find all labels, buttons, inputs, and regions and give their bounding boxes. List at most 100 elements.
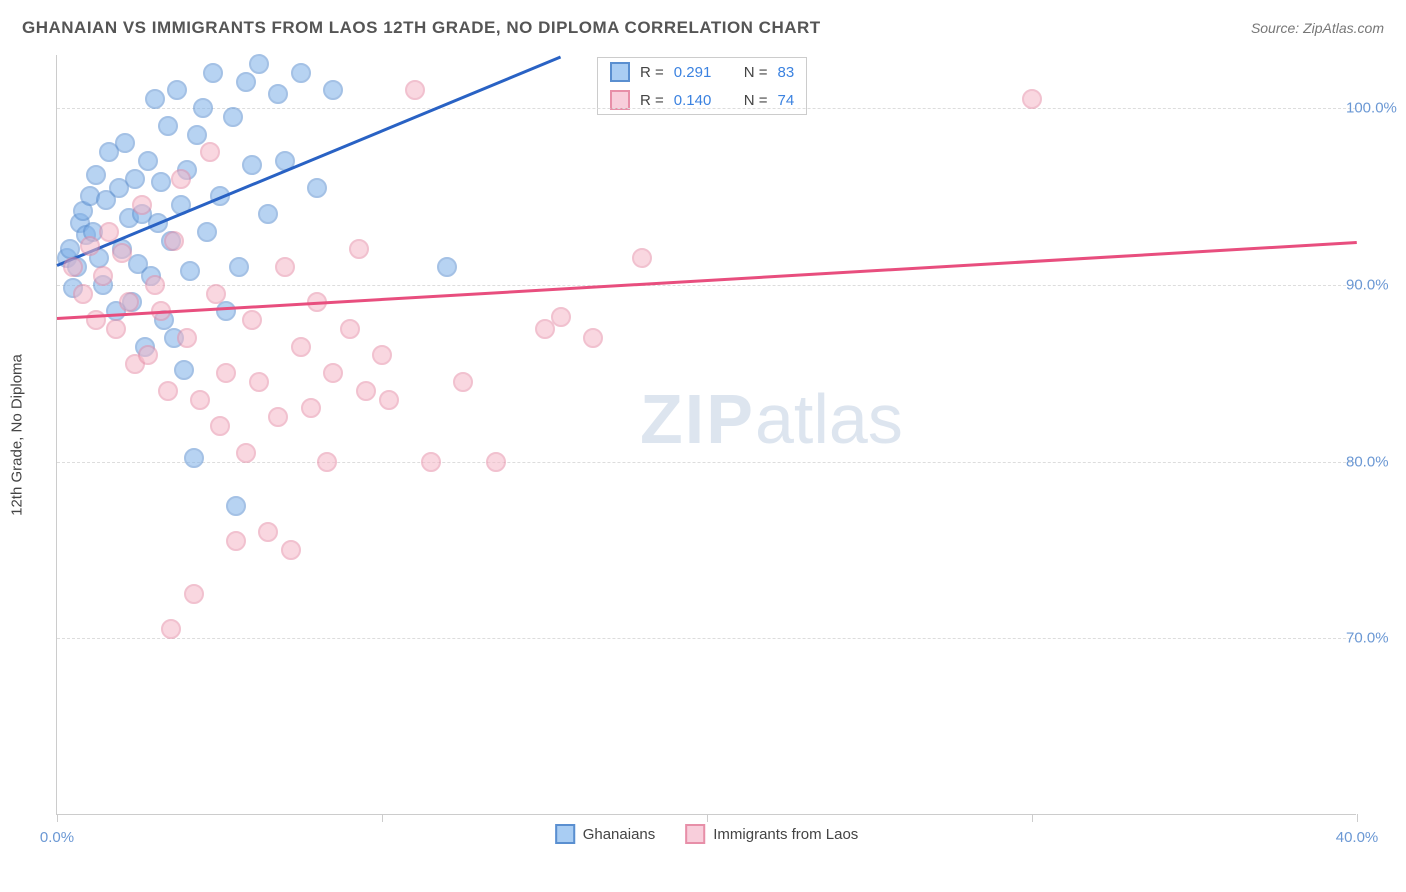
data-point — [291, 63, 311, 83]
r-label: R = — [640, 64, 664, 81]
gridline — [57, 638, 1356, 639]
data-point — [340, 319, 360, 339]
data-point — [73, 284, 93, 304]
legend-label: Immigrants from Laos — [713, 826, 858, 843]
data-point — [301, 398, 321, 418]
n-value: 83 — [778, 64, 795, 81]
correlation-info-box: R =0.291N =83R =0.140N =74 — [597, 57, 807, 115]
data-point — [242, 310, 262, 330]
data-point — [184, 448, 204, 468]
data-point — [242, 155, 262, 175]
data-point — [167, 80, 187, 100]
data-point — [583, 328, 603, 348]
data-point — [138, 151, 158, 171]
data-point — [210, 416, 230, 436]
data-point — [226, 531, 246, 551]
data-point — [268, 407, 288, 427]
data-point — [190, 390, 210, 410]
info-row: R = 0.291 N = 83 — [598, 58, 806, 86]
data-point — [236, 443, 256, 463]
legend-item: Ghanaians — [555, 824, 656, 844]
y-tick-label: 70.0% — [1346, 630, 1406, 647]
legend-item: Immigrants from Laos — [685, 824, 858, 844]
data-point — [437, 257, 457, 277]
legend-label: Ghanaians — [583, 826, 656, 843]
data-point — [323, 80, 343, 100]
data-point — [86, 310, 106, 330]
gridline — [57, 462, 1356, 463]
data-point — [421, 452, 441, 472]
data-point — [200, 142, 220, 162]
data-point — [125, 169, 145, 189]
data-point — [632, 248, 652, 268]
data-point — [223, 107, 243, 127]
scatter-chart: 12th Grade, No Diploma ZIPatlas R =0.291… — [56, 55, 1356, 815]
chart-title: GHANAIAN VS IMMIGRANTS FROM LAOS 12TH GR… — [22, 18, 821, 38]
data-point — [119, 292, 139, 312]
data-point — [93, 266, 113, 286]
n-label: N = — [744, 64, 768, 81]
info-row: R =0.140N =74 — [598, 86, 806, 114]
data-point — [145, 275, 165, 295]
data-point — [281, 540, 301, 560]
chart-source: Source: ZipAtlas.com — [1251, 20, 1384, 36]
data-point — [356, 381, 376, 401]
data-point — [193, 98, 213, 118]
n-value: 74 — [778, 92, 795, 109]
data-point — [106, 319, 126, 339]
r-label: R = — [640, 92, 664, 109]
data-point — [486, 452, 506, 472]
data-point — [112, 243, 132, 263]
data-point — [268, 84, 288, 104]
data-point — [99, 222, 119, 242]
chart-header: GHANAIAN VS IMMIGRANTS FROM LAOS 12TH GR… — [22, 18, 1384, 38]
data-point — [216, 363, 236, 383]
data-point — [187, 125, 207, 145]
data-point — [203, 63, 223, 83]
x-tick — [1357, 814, 1358, 822]
data-point — [145, 89, 165, 109]
data-point — [551, 307, 571, 327]
data-point — [177, 328, 197, 348]
x-tick — [382, 814, 383, 822]
data-point — [158, 381, 178, 401]
r-value: 0.291 — [674, 64, 724, 81]
data-point — [307, 178, 327, 198]
data-point — [174, 360, 194, 380]
data-point — [275, 257, 295, 277]
data-point — [132, 195, 152, 215]
y-tick-label: 80.0% — [1346, 453, 1406, 470]
data-point — [184, 584, 204, 604]
data-point — [249, 54, 269, 74]
data-point — [63, 257, 83, 277]
data-point — [323, 363, 343, 383]
r-value: 0.140 — [674, 92, 724, 109]
x-tick — [1032, 814, 1033, 822]
y-axis-label: 12th Grade, No Diploma — [9, 354, 26, 516]
data-point — [197, 222, 217, 242]
data-point — [206, 284, 226, 304]
data-point — [258, 522, 278, 542]
data-point — [372, 345, 392, 365]
legend-swatch — [555, 824, 575, 844]
gridline — [57, 108, 1356, 109]
legend-swatch — [610, 90, 630, 110]
y-tick-label: 90.0% — [1346, 276, 1406, 293]
data-point — [115, 133, 135, 153]
data-point — [80, 236, 100, 256]
data-point — [249, 372, 269, 392]
data-point — [317, 452, 337, 472]
data-point — [151, 172, 171, 192]
y-tick-label: 100.0% — [1346, 100, 1406, 117]
legend-swatch — [610, 62, 630, 82]
data-point — [236, 72, 256, 92]
data-point — [226, 496, 246, 516]
data-point — [1022, 89, 1042, 109]
data-point — [258, 204, 278, 224]
data-point — [158, 116, 178, 136]
data-point — [180, 261, 200, 281]
trend-line — [57, 241, 1357, 320]
legend-swatch — [685, 824, 705, 844]
data-point — [349, 239, 369, 259]
data-point — [86, 165, 106, 185]
